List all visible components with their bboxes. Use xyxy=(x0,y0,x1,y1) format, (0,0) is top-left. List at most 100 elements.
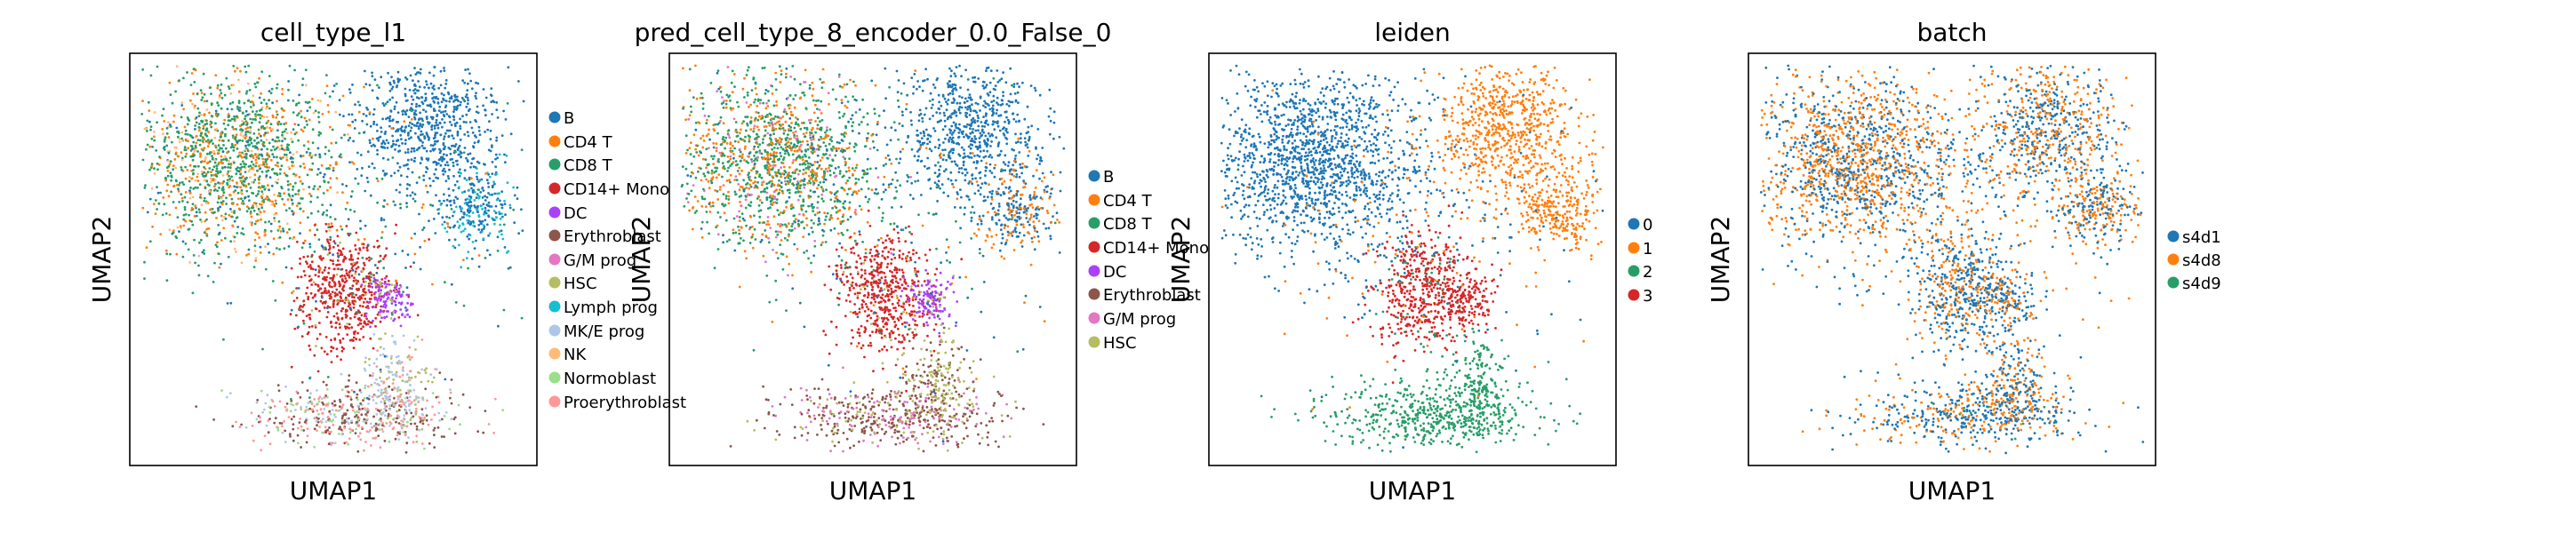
scatter-point xyxy=(448,217,451,219)
scatter-point xyxy=(276,162,279,164)
scatter-point xyxy=(311,163,314,165)
scatter-point xyxy=(385,305,388,307)
scatter-point xyxy=(324,287,326,290)
scatter-point xyxy=(468,189,470,192)
scatter-point xyxy=(251,150,253,153)
scatter-point xyxy=(202,96,204,99)
scatter-point xyxy=(480,223,483,226)
scatter-point xyxy=(325,420,328,423)
scatter-point xyxy=(390,76,393,78)
scatter-point xyxy=(325,214,328,217)
scatter-point xyxy=(802,140,804,143)
scatter-point xyxy=(180,104,183,107)
scatter-point xyxy=(450,200,452,203)
scatter-point xyxy=(460,127,462,130)
scatter-point xyxy=(245,157,248,160)
scatter-point xyxy=(244,115,247,117)
scatter-point xyxy=(466,257,468,259)
scatter-point xyxy=(433,75,436,77)
scatter-point xyxy=(789,76,792,78)
scatter-point xyxy=(270,223,273,226)
scatter-point xyxy=(302,242,305,244)
scatter-point xyxy=(483,189,485,192)
scatter-point xyxy=(402,374,404,377)
scatter-point xyxy=(787,133,789,136)
scatter-point xyxy=(476,106,479,108)
scatter-point xyxy=(397,81,400,84)
scatter-point xyxy=(821,119,824,122)
scatter-point xyxy=(440,150,443,153)
scatter-point xyxy=(166,279,169,282)
scatter-point xyxy=(761,202,764,204)
scatter-point xyxy=(377,314,380,316)
scatter-point xyxy=(412,197,415,200)
scatter-point xyxy=(503,224,506,227)
scatter-point xyxy=(340,299,342,302)
scatter-point xyxy=(452,199,455,202)
scatter-point xyxy=(333,400,336,402)
scatter-point xyxy=(755,238,757,241)
scatter-point xyxy=(241,261,244,264)
scatter-point xyxy=(848,177,851,179)
scatter-point xyxy=(336,303,339,306)
scatter-point xyxy=(494,398,497,401)
scatter-point xyxy=(235,128,237,131)
scatter-point xyxy=(286,159,289,162)
scatter-point xyxy=(287,99,290,102)
scatter-point xyxy=(208,190,211,193)
scatter-point xyxy=(195,147,197,149)
scatter-point xyxy=(421,123,424,126)
scatter-point xyxy=(364,285,366,288)
scatter-point xyxy=(443,114,445,116)
scatter-point xyxy=(809,134,812,137)
scatter-point xyxy=(308,396,311,399)
scatter-point xyxy=(340,310,343,313)
scatter-point xyxy=(251,142,253,145)
scatter-point xyxy=(199,152,202,155)
scatter-point xyxy=(705,122,708,124)
scatter-point xyxy=(444,147,446,150)
scatter-point xyxy=(339,114,341,116)
scatter-point xyxy=(695,177,698,179)
scatter-point xyxy=(169,82,172,84)
scatter-point xyxy=(356,288,359,290)
scatter-point xyxy=(161,128,164,131)
scatter-point xyxy=(715,170,717,172)
scatter-point xyxy=(516,187,519,189)
scatter-point xyxy=(380,76,382,78)
scatter-point xyxy=(304,274,307,277)
scatter-point xyxy=(309,246,312,249)
scatter-point xyxy=(311,325,314,328)
scatter-point xyxy=(232,101,235,104)
scatter-point xyxy=(356,404,359,407)
scatter-point xyxy=(236,170,239,172)
scatter-point xyxy=(784,144,787,147)
scatter-point xyxy=(252,110,254,113)
scatter-point xyxy=(460,266,462,268)
scatter-point xyxy=(272,168,275,171)
scatter-point xyxy=(197,179,200,182)
scatter-point xyxy=(365,317,368,320)
scatter-point xyxy=(409,89,412,91)
scatter-point xyxy=(318,121,321,123)
scatter-point xyxy=(275,299,277,302)
scatter-point xyxy=(250,211,252,213)
scatter-point xyxy=(790,122,793,124)
scatter-point xyxy=(213,262,216,265)
scatter-point xyxy=(748,171,750,174)
scatter-point xyxy=(144,184,147,187)
scatter-point xyxy=(268,107,271,110)
scatter-point xyxy=(141,68,144,71)
scatter-point xyxy=(211,122,213,124)
scatter-point xyxy=(324,290,327,292)
scatter-point xyxy=(289,435,292,438)
scatter-point xyxy=(194,105,196,107)
scatter-point xyxy=(203,73,205,76)
scatter-point xyxy=(260,195,263,198)
scatter-point xyxy=(252,192,254,195)
scatter-point xyxy=(363,113,365,115)
scatter-point xyxy=(204,100,206,103)
scatter-point xyxy=(363,262,365,265)
scatter-point xyxy=(315,154,317,156)
scatter-point xyxy=(682,165,684,168)
